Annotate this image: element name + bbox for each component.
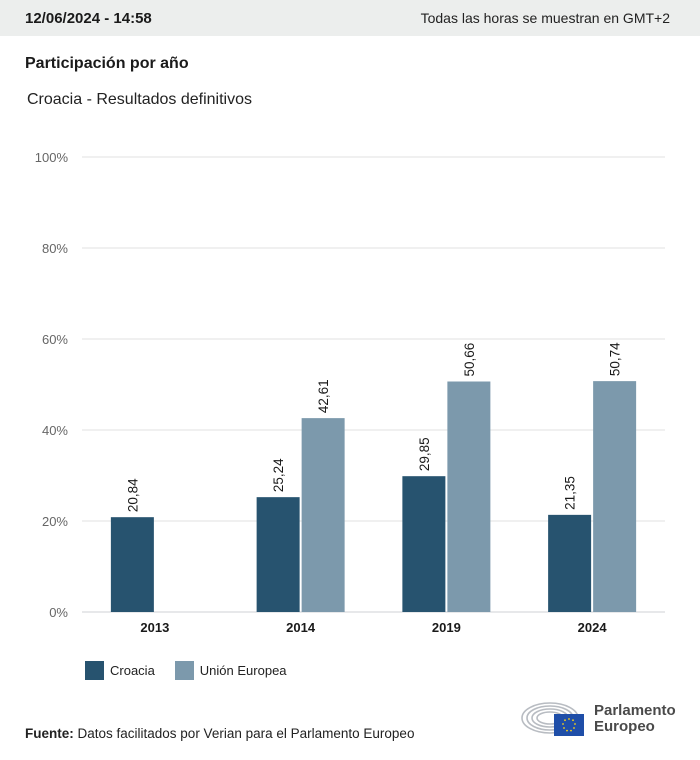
bar-chart: 0% 20% 40% 60% 80% 100% 20,84 2013 25,24 42,61 201… — [35, 150, 665, 635]
legend: Croacia Unión Europea — [85, 661, 307, 680]
logo-text-line1: Parlamento — [594, 702, 676, 719]
data-label: 50,66 — [462, 343, 477, 377]
y-tick-label: 20% — [42, 514, 68, 529]
data-label: 42,61 — [316, 379, 331, 413]
parlamento-europeo-logo: Parlamento Europeo — [520, 700, 676, 738]
legend-swatch-union-europea — [174, 661, 194, 680]
bar-union-europea — [593, 381, 637, 612]
legend-item-croacia[interactable]: Croacia — [85, 661, 155, 680]
logo-text-line2: Europeo — [594, 718, 655, 735]
x-tick-label: 2024 — [578, 620, 608, 635]
bar-croacia — [402, 476, 446, 612]
y-tick-label: 80% — [42, 241, 68, 256]
timezone-note: Todas las horas se muestran en GMT+2 — [420, 10, 670, 26]
y-tick-label: 0% — [49, 605, 68, 620]
data-label: 25,24 — [271, 458, 286, 492]
y-tick-label: 40% — [42, 423, 68, 438]
legend-label: Unión Europea — [199, 663, 287, 678]
bar-union-europea — [447, 381, 491, 612]
datetime: 12/06/2024 - 14:58 — [25, 9, 152, 27]
bar-union-europea — [301, 418, 345, 612]
x-tick-label: 2019 — [432, 620, 461, 635]
legend-item-union-europea[interactable]: Unión Europea — [174, 661, 287, 680]
bar-croacia — [110, 517, 154, 612]
source-label: Fuente: — [25, 726, 74, 741]
data-label: 29,85 — [417, 437, 432, 471]
data-label: 20,84 — [125, 478, 140, 512]
hemicycle-flag-icon — [521, 702, 584, 736]
source-note: Fuente: Datos facilitados por Verian par… — [25, 726, 414, 741]
legend-swatch-croacia — [85, 661, 104, 680]
y-tick-label: 100% — [35, 150, 69, 165]
source-text: Datos facilitados por Verian para el Par… — [73, 726, 415, 741]
legend-label: Croacia — [110, 663, 155, 678]
x-tick-label: 2014 — [286, 620, 316, 635]
y-tick-label: 60% — [42, 332, 68, 347]
data-label: 21,35 — [563, 476, 578, 510]
data-label: 50,74 — [608, 342, 623, 376]
top-bar: 12/06/2024 - 14:58 Todas las horas se mu… — [0, 0, 700, 36]
chart-subtitle: Croacia - Resultados definitivos — [27, 91, 252, 108]
x-tick-label: 2013 — [140, 620, 169, 635]
bar-croacia — [548, 514, 592, 612]
chart-title: Participación por año — [25, 55, 189, 72]
bar-croacia — [256, 497, 300, 612]
